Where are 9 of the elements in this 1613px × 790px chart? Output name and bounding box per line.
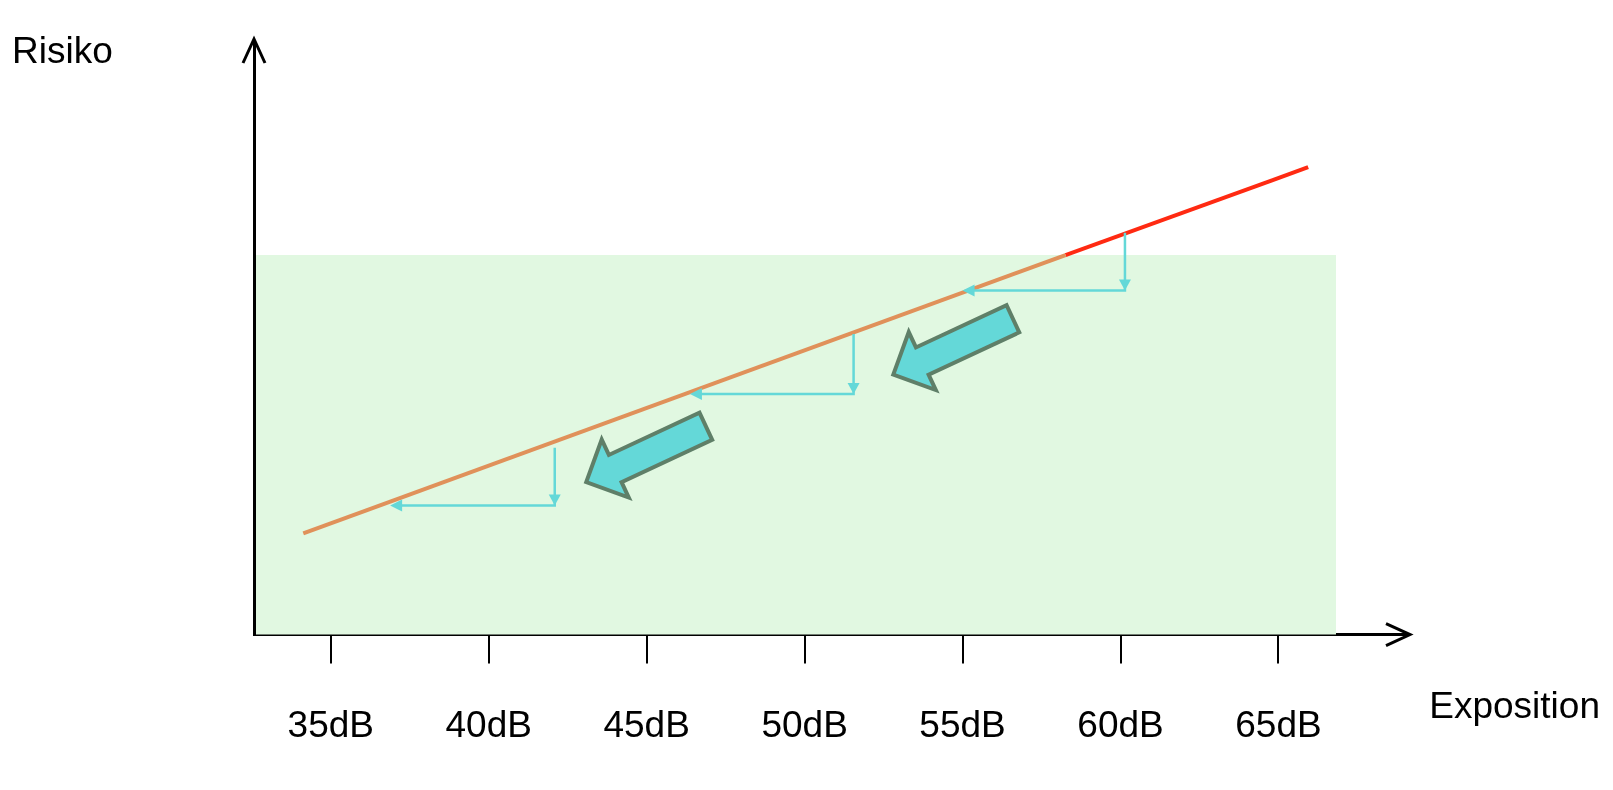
x-tick-label: 55dB [919, 704, 1006, 745]
x-tick-label: 35dB [287, 704, 374, 745]
x-tick-label: 50dB [761, 704, 848, 745]
x-tick-label: 40dB [445, 704, 532, 745]
x-axis-title: Exposition [1429, 684, 1600, 726]
x-tick-label: 45dB [603, 704, 690, 745]
y-axis-title: Risiko [12, 30, 113, 72]
x-tick-label: 60dB [1077, 704, 1164, 745]
x-tick-label: 65dB [1235, 704, 1322, 745]
